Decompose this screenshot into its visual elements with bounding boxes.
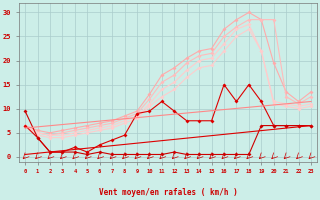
X-axis label: Vent moyen/en rafales ( km/h ): Vent moyen/en rafales ( km/h ) (99, 188, 237, 197)
